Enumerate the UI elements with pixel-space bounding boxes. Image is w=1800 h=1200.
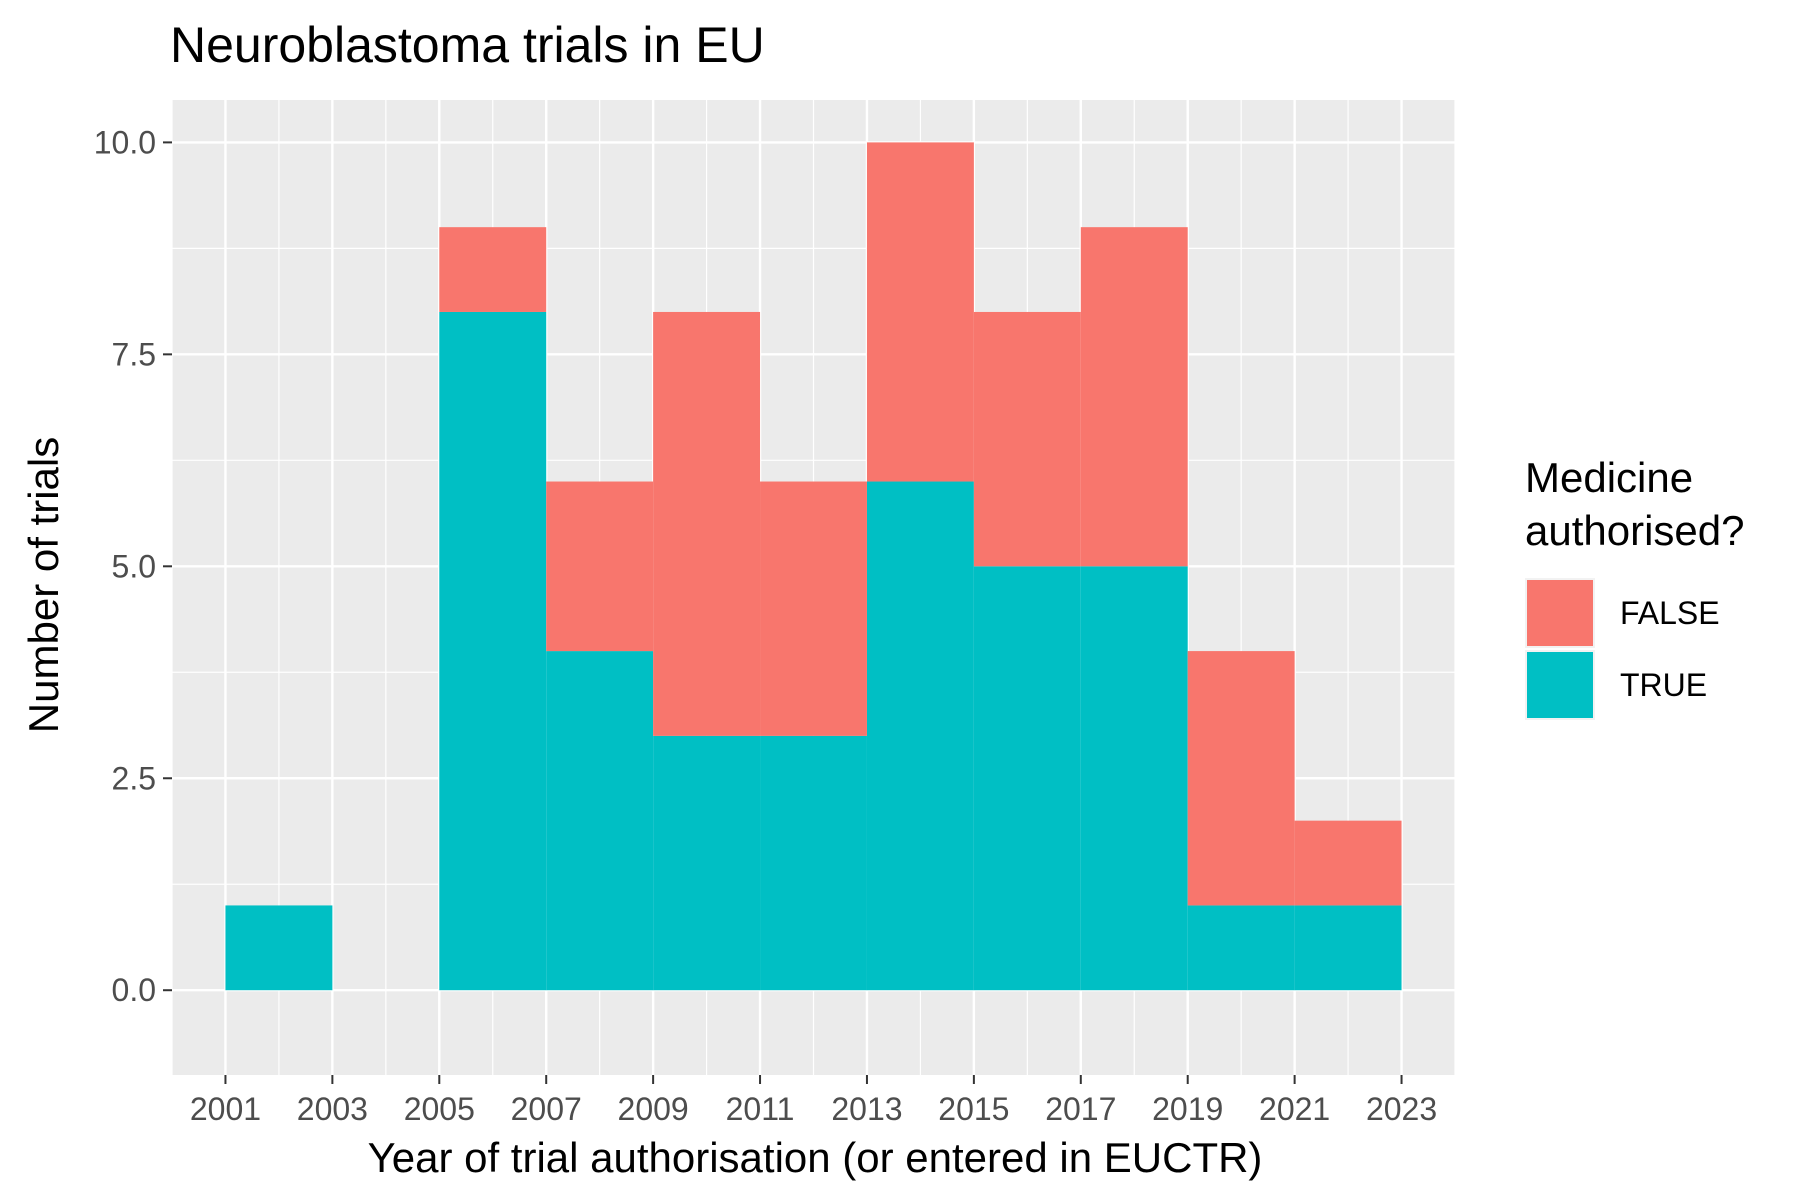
bar-false-2009 bbox=[653, 311, 761, 736]
bar-true-2007 bbox=[546, 651, 654, 991]
x-tick-label: 2005 bbox=[404, 1091, 475, 1127]
x-tick-label: 2003 bbox=[297, 1091, 368, 1127]
legend-swatch-true bbox=[1527, 652, 1593, 718]
bars bbox=[225, 142, 1402, 991]
legend-title-line-1: Medicine bbox=[1525, 454, 1693, 501]
x-axis: 2001 2003 2005 2007 2009 2011 2013 2015 2017 2019… bbox=[190, 1075, 1437, 1127]
y-tick-label: 2.5 bbox=[112, 760, 156, 796]
bar-false-2015 bbox=[973, 311, 1081, 567]
y-tick-label: 0.0 bbox=[112, 972, 156, 1008]
bar-true-2021 bbox=[1294, 905, 1402, 991]
x-tick-label: 2001 bbox=[190, 1091, 261, 1127]
legend: Medicine authorised? FALSE TRUE bbox=[1525, 454, 1745, 720]
bar-false-2019 bbox=[1187, 651, 1295, 906]
bar-true-2001 bbox=[225, 905, 333, 991]
bar-false-2017 bbox=[1080, 227, 1188, 567]
legend-label-true: TRUE bbox=[1620, 667, 1707, 703]
y-axis-title: Number of trials bbox=[20, 437, 67, 733]
legend-swatch-false bbox=[1527, 580, 1593, 646]
y-tick-label: 7.5 bbox=[112, 336, 156, 372]
x-tick-label: 2011 bbox=[726, 1091, 795, 1127]
bar-true-2019 bbox=[1187, 905, 1295, 991]
y-tick-label: 5.0 bbox=[112, 548, 156, 584]
bar-true-2005 bbox=[439, 311, 547, 991]
legend-label-false: FALSE bbox=[1620, 595, 1720, 631]
bar-true-2013 bbox=[866, 481, 974, 991]
bar-true-2011 bbox=[760, 735, 867, 991]
bar-false-2005 bbox=[439, 227, 547, 312]
bar-false-2007 bbox=[546, 481, 654, 652]
legend-title-line-2: authorised? bbox=[1525, 507, 1745, 554]
bar-false-2011 bbox=[760, 481, 867, 736]
x-tick-label: 2007 bbox=[511, 1091, 582, 1127]
x-tick-label: 2015 bbox=[938, 1091, 1009, 1127]
x-tick-label: 2013 bbox=[831, 1091, 902, 1127]
y-tick-label: 10.0 bbox=[94, 124, 156, 160]
x-tick-label: 2019 bbox=[1152, 1091, 1223, 1127]
bar-false-2021 bbox=[1294, 820, 1402, 906]
x-tick-label: 2017 bbox=[1045, 1091, 1116, 1127]
chart-title: Neuroblastoma trials in EU bbox=[170, 17, 765, 73]
bar-true-2015 bbox=[973, 566, 1081, 991]
x-tick-label: 2023 bbox=[1366, 1091, 1437, 1127]
y-axis: 0.0 2.5 5.0 7.5 10.0 bbox=[94, 124, 172, 1008]
x-axis-title: Year of trial authorisation (or entered … bbox=[368, 1134, 1263, 1181]
x-tick-label: 2021 bbox=[1259, 1091, 1330, 1127]
x-tick-label: 2009 bbox=[618, 1091, 689, 1127]
bar-true-2017 bbox=[1080, 566, 1188, 991]
bar-true-2009 bbox=[653, 735, 761, 991]
bar-false-2013 bbox=[866, 142, 974, 482]
